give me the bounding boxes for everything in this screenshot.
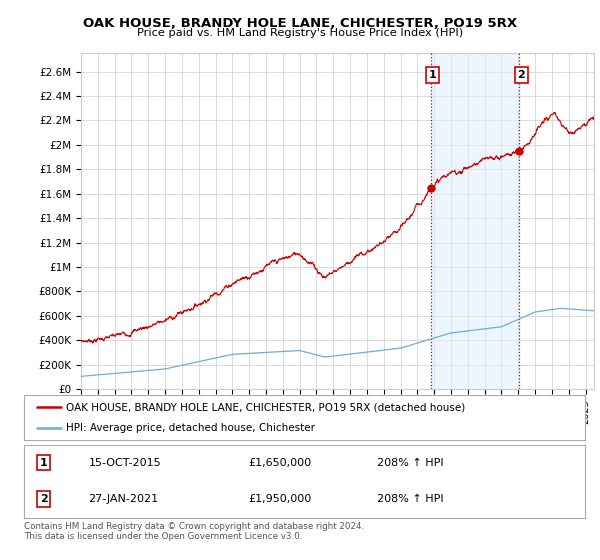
Text: £1,950,000: £1,950,000 [248, 494, 311, 504]
Text: 208% ↑ HPI: 208% ↑ HPI [377, 458, 444, 468]
Bar [431, 53, 520, 389]
Text: HPI: Average price, detached house, Chichester: HPI: Average price, detached house, Chic… [66, 423, 315, 433]
Text: 1: 1 [428, 70, 436, 80]
Text: £1,650,000: £1,650,000 [248, 458, 311, 468]
Text: 2: 2 [517, 70, 525, 80]
Text: Price paid vs. HM Land Registry's House Price Index (HPI): Price paid vs. HM Land Registry's House … [137, 28, 463, 38]
Text: 208% ↑ HPI: 208% ↑ HPI [377, 494, 444, 504]
Text: OAK HOUSE, BRANDY HOLE LANE, CHICHESTER, PO19 5RX: OAK HOUSE, BRANDY HOLE LANE, CHICHESTER,… [83, 17, 517, 30]
Text: 2: 2 [40, 494, 47, 504]
Text: Contains HM Land Registry data © Crown copyright and database right 2024.: Contains HM Land Registry data © Crown c… [24, 522, 364, 531]
Text: OAK HOUSE, BRANDY HOLE LANE, CHICHESTER, PO19 5RX (detached house): OAK HOUSE, BRANDY HOLE LANE, CHICHESTER,… [66, 402, 466, 412]
Text: 27-JAN-2021: 27-JAN-2021 [89, 494, 158, 504]
Text: 1: 1 [40, 458, 47, 468]
Text: 15-OCT-2015: 15-OCT-2015 [89, 458, 161, 468]
Text: This data is licensed under the Open Government Licence v3.0.: This data is licensed under the Open Gov… [24, 532, 302, 541]
